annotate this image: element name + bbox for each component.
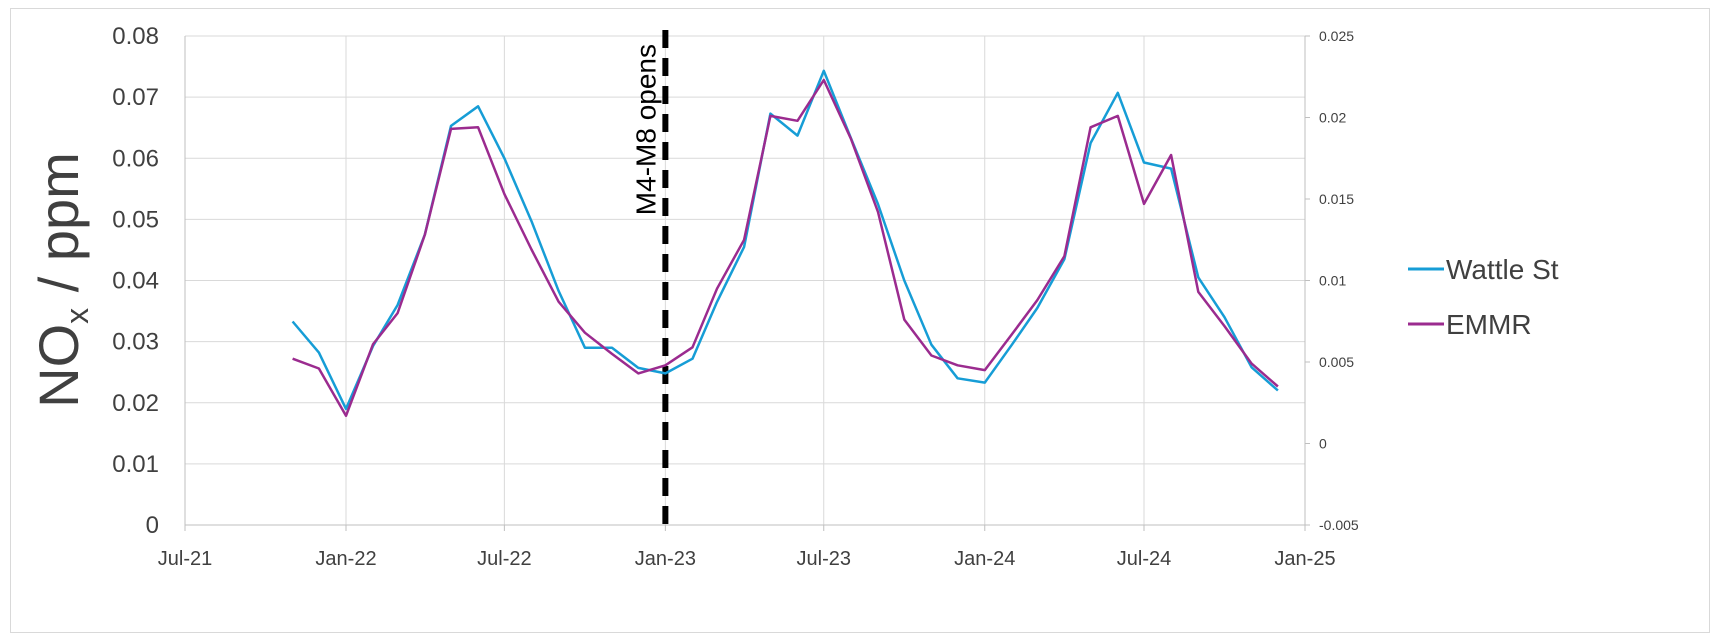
- legend-label: EMMR: [1446, 309, 1532, 340]
- right-tick-label: 0.01: [1319, 273, 1346, 289]
- x-tick-label: Jan-24: [954, 548, 1015, 570]
- x-tick-label: Jul-21: [158, 548, 212, 570]
- series-line-wattle-st: [291, 69, 1279, 411]
- chart-frame: [10, 8, 1710, 633]
- left-tick-label: 0: [146, 512, 159, 539]
- x-tick-label: Jul-22: [477, 548, 531, 570]
- y-title-subscript: x: [59, 308, 95, 324]
- left-tick-label: 0.01: [112, 451, 159, 478]
- annotation-group: M4-M8 opens: [630, 30, 669, 525]
- right-tick-label: -0.005: [1319, 517, 1359, 533]
- left-tick-label: 0.07: [112, 84, 159, 111]
- left-tick-label: 0.02: [112, 390, 159, 417]
- y-axis-title: NOx / ppm: [27, 152, 95, 408]
- left-tick-label: 0.08: [112, 23, 159, 50]
- annotation-label: M4-M8 opens: [630, 44, 661, 215]
- left-tick-label: 0.06: [112, 145, 159, 172]
- right-tick-label: 0.025: [1319, 28, 1354, 44]
- right-tick-label: 0.02: [1319, 110, 1346, 126]
- series-lines: [291, 69, 1279, 418]
- y-title-unit: / ppm: [27, 152, 90, 308]
- left-tick-label: 0.05: [112, 206, 159, 233]
- series-line-emmr: [292, 78, 1279, 418]
- x-tick-label: Jul-23: [797, 548, 851, 570]
- right-axis-ticks: -0.005 0 0.005 0.01 0.015 0.02 0.025: [1305, 28, 1359, 533]
- right-tick-label: 0: [1319, 436, 1327, 452]
- x-tick-label: Jul-24: [1117, 548, 1171, 570]
- gridlines: [184, 35, 1306, 526]
- y-title-main: NO: [27, 324, 90, 408]
- legend: Wattle St EMMR: [1408, 254, 1559, 340]
- x-tick-label: Jan-23: [635, 548, 696, 570]
- x-tick-label: Jan-22: [315, 548, 376, 570]
- left-tick-label: 0.04: [112, 268, 159, 295]
- left-tick-label: 0.03: [112, 329, 159, 356]
- right-tick-label: 0.005: [1319, 354, 1354, 370]
- right-tick-label: 0.015: [1319, 191, 1354, 207]
- left-axis-ticks: 0 0.01 0.02 0.03 0.04 0.05 0.06 0.07 0.08: [112, 23, 159, 539]
- legend-label: Wattle St: [1446, 254, 1559, 285]
- x-axis-ticks: Jul-21 Jan-22 Jul-22 Jan-23 Jul-23 Jan-24 Jul-…: [158, 525, 1336, 570]
- x-tick-label: Jan-25: [1274, 548, 1335, 570]
